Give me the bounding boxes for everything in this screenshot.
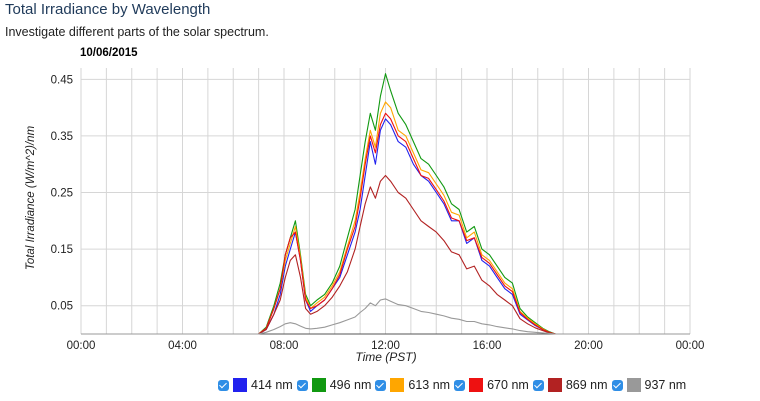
legend-swatch xyxy=(547,378,562,392)
x-tick-label: 16:00 xyxy=(473,340,502,352)
y-axis-ticks: 0.45 0.35 0.25 0.15 0.05 xyxy=(51,74,73,312)
x-tick-label: 20:00 xyxy=(574,340,603,352)
legend-item-496-nm[interactable]: 496 nm xyxy=(296,378,372,392)
legend-label: 414 nm xyxy=(251,378,293,392)
series-line-869-nm xyxy=(81,174,690,335)
legend-item-414-nm[interactable]: 414 nm xyxy=(218,378,293,392)
legend-label: 937 nm xyxy=(644,378,687,392)
legend-swatch xyxy=(311,378,326,392)
page-title: Total Irradiance by Wavelength xyxy=(5,1,211,18)
series-line-613-nm xyxy=(81,101,690,335)
x-tick-label: 00:00 xyxy=(676,340,705,352)
x-axis-label: Time (PST) xyxy=(355,350,416,364)
series-line-670-nm xyxy=(81,112,690,335)
legend-item-613-nm[interactable]: 613 nm xyxy=(375,378,450,392)
x-tick-label: 08:00 xyxy=(270,340,299,352)
x-tick-label: 04:00 xyxy=(168,340,197,352)
series-line-496-nm xyxy=(81,73,690,335)
chart-title: 10/06/2015 xyxy=(80,47,138,59)
y-axis-label: Total Irradiance (W/m^2)/nm xyxy=(25,125,37,270)
checkbox-icon[interactable] xyxy=(218,379,229,391)
legend-swatch xyxy=(469,378,484,392)
checkbox-icon[interactable] xyxy=(532,379,544,391)
legend-label: 869 nm xyxy=(565,378,608,392)
legend-swatch xyxy=(233,378,247,392)
y-tick-label: 0.35 xyxy=(51,131,73,143)
x-tick-label: 12:00 xyxy=(371,340,400,352)
chart-series xyxy=(81,73,690,335)
checkbox-icon[interactable] xyxy=(611,379,623,391)
x-tick-label: 00:00 xyxy=(67,340,96,352)
y-tick-label: 0.05 xyxy=(51,301,73,313)
checkbox-icon[interactable] xyxy=(296,379,308,391)
legend-item-869-nm[interactable]: 869 nm xyxy=(532,378,608,392)
page-subtitle: Investigate different parts of the solar… xyxy=(5,25,269,39)
x-axis-ticks: 00:00 04:00 08:00 12:00 16:00 20:00 00:00 xyxy=(67,340,705,352)
chart-grid xyxy=(80,68,691,335)
legend-label: 613 nm xyxy=(408,378,451,392)
checkbox-icon[interactable] xyxy=(454,379,466,391)
checkbox-icon[interactable] xyxy=(375,379,387,391)
series-line-937-nm xyxy=(81,298,690,335)
legend-swatch xyxy=(626,378,641,392)
legend-item-670-nm[interactable]: 670 nm xyxy=(454,378,529,392)
legend-label: 496 nm xyxy=(329,378,372,392)
legend-item-937-nm[interactable]: 937 nm xyxy=(611,378,687,392)
y-tick-label: 0.45 xyxy=(51,74,73,86)
legend-swatch xyxy=(390,378,405,392)
y-tick-label: 0.15 xyxy=(51,244,73,256)
chart-legend: 414 nm 496 nm 613 nm 670 nm 869 nm 937 nm xyxy=(218,378,690,392)
y-tick-label: 0.25 xyxy=(51,188,73,200)
legend-label: 670 nm xyxy=(487,378,529,392)
